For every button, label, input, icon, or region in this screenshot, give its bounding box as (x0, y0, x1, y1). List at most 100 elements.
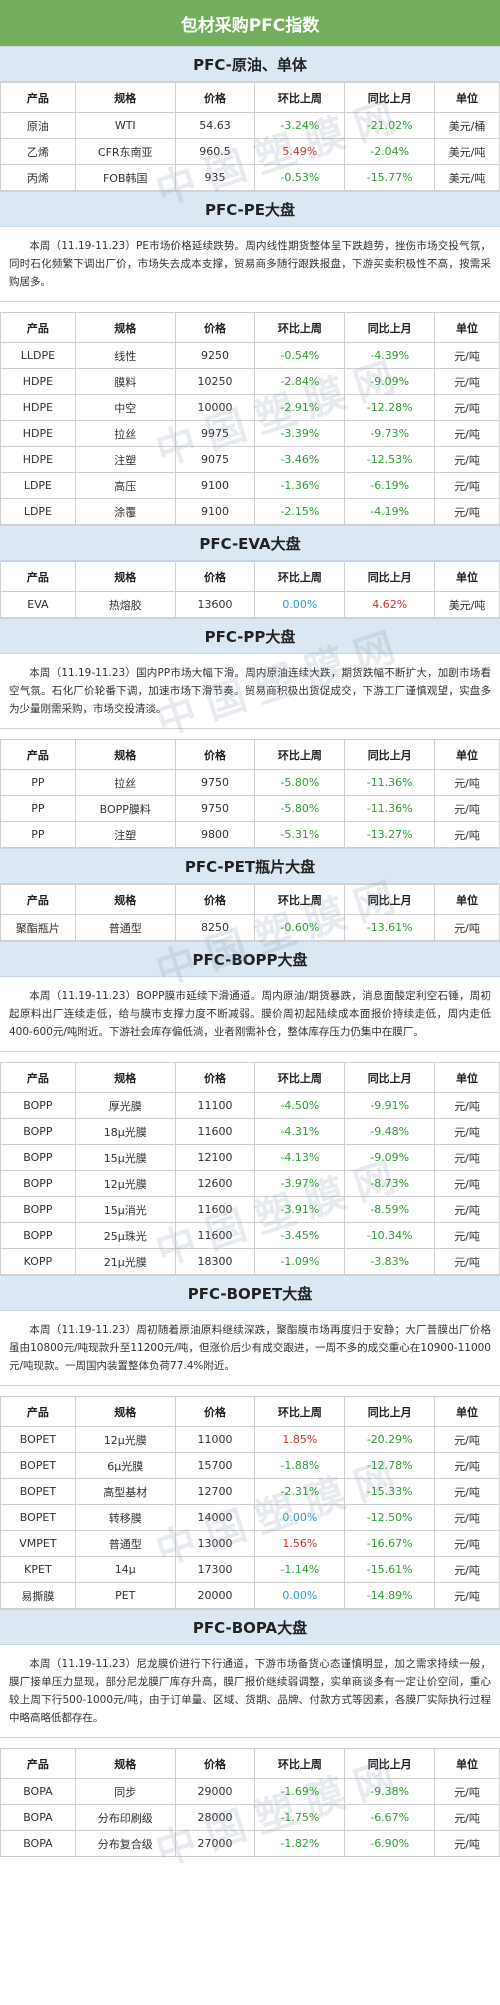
column-header: 单位 (434, 739, 500, 770)
column-header: 单位 (434, 1396, 500, 1427)
table-row: BOPP 25μ珠光 11600 -3.45% -10.34% 元/吨 (0, 1222, 500, 1249)
spacer (0, 1052, 500, 1062)
spec-cell: 高压 (74, 472, 176, 499)
product-cell: HDPE (0, 420, 76, 447)
table-row: PP 拉丝 9750 -5.80% -11.36% 元/吨 (0, 769, 500, 796)
spec-cell: BOPP膜料 (74, 795, 176, 822)
unit-cell: 元/吨 (434, 1504, 500, 1531)
month-change-cell: -8.59% (344, 1196, 436, 1223)
table-header-row: 产品 规格 价格 环比上周 同比上月 单位 (0, 561, 500, 592)
spacer (0, 1386, 500, 1396)
unit-cell: 元/吨 (434, 446, 500, 473)
section-2: PFC-EVA大盘 产品 规格 价格 环比上周 同比上月 单位 EVA 热熔胶 13600 0.00… (0, 525, 500, 618)
column-header: 规格 (74, 312, 176, 343)
section-7: PFC-BOPA大盘 本周（11.19-11.23）尼龙膜价进行下行通道，下游市场… (0, 1609, 500, 1857)
month-change-cell: -15.61% (344, 1556, 436, 1583)
product-cell: 丙烯 (0, 164, 76, 191)
week-change-cell: -1.88% (254, 1452, 346, 1479)
price-cell: 27000 (174, 1830, 256, 1857)
spacer (0, 302, 500, 312)
section-5: PFC-BOPP大盘 本周（11.19-11.23）BOPP膜市延续下滑通道。周内… (0, 941, 500, 1275)
product-cell: LDPE (0, 472, 76, 499)
unit-cell: 元/吨 (434, 821, 500, 848)
column-header: 规格 (74, 1396, 176, 1427)
unit-cell: 元/吨 (434, 795, 500, 822)
spec-cell: FOB韩国 (74, 164, 176, 191)
column-header: 环比上周 (254, 1748, 346, 1779)
spacer (0, 729, 500, 739)
column-header: 环比上周 (254, 884, 346, 915)
unit-cell: 元/吨 (434, 1530, 500, 1557)
product-cell: HDPE (0, 368, 76, 395)
unit-cell: 元/吨 (434, 1426, 500, 1453)
price-table: 产品 规格 价格 环比上周 同比上月 单位 聚酯瓶片 普通型 8250 -0.60% -13.61%… (0, 884, 500, 941)
product-cell: BOPET (0, 1452, 76, 1479)
price-cell: 13000 (174, 1530, 256, 1557)
week-change-cell: -2.84% (254, 368, 346, 395)
month-change-cell: -12.28% (344, 394, 436, 421)
product-cell: PP (0, 769, 76, 796)
spec-cell: CFR东南亚 (74, 138, 176, 165)
section-commentary: 本周（11.19-11.23）尼龙膜价进行下行通道，下游市场备货心态谨慎明显，加… (0, 1645, 500, 1738)
section-heading: PFC-PET瓶片大盘 (0, 848, 500, 884)
column-header: 环比上周 (254, 1396, 346, 1427)
month-change-cell: -2.04% (344, 138, 436, 165)
month-change-cell: -20.29% (344, 1426, 436, 1453)
table-row: 乙烯 CFR东南亚 960.5 5.49% -2.04% 美元/吨 (0, 138, 500, 165)
spec-cell: 分布复合级 (74, 1830, 176, 1857)
price-cell: 14000 (174, 1504, 256, 1531)
price-cell: 12600 (174, 1170, 256, 1197)
week-change-cell: -3.97% (254, 1170, 346, 1197)
column-header: 价格 (174, 1748, 256, 1779)
product-cell: LLDPE (0, 342, 76, 369)
column-header: 环比上周 (254, 1062, 346, 1093)
spec-cell: WTI (74, 112, 176, 139)
price-table: 产品 规格 价格 环比上周 同比上月 单位 BOPA 同步 29000 -1.69% -9.38% 元… (0, 1748, 500, 1857)
column-header: 环比上周 (254, 739, 346, 770)
commentary-text: 本周（11.19-11.23）尼龙膜价进行下行通道，下游市场备货心态谨慎明显，加… (9, 1658, 491, 1724)
column-header: 同比上月 (344, 1396, 436, 1427)
column-header: 规格 (74, 739, 176, 770)
week-change-cell: -5.31% (254, 821, 346, 848)
column-header: 价格 (174, 561, 256, 592)
price-cell: 9975 (174, 420, 256, 447)
spec-cell: 14μ (74, 1556, 176, 1583)
table-row: BOPP 15μ消光 11600 -3.91% -8.59% 元/吨 (0, 1196, 500, 1223)
column-header: 规格 (74, 1062, 176, 1093)
table-row: BOPP 15μ光膜 12100 -4.13% -9.09% 元/吨 (0, 1144, 500, 1171)
month-change-cell: -9.73% (344, 420, 436, 447)
product-cell: BOPA (0, 1830, 76, 1857)
unit-cell: 元/吨 (434, 472, 500, 499)
spec-cell: 15μ消光 (74, 1196, 176, 1223)
month-change-cell: -15.77% (344, 164, 436, 191)
section-commentary: 本周（11.19-11.23）PE市场价格延续跌势。周内线性期货整体呈下跌趋势，… (0, 227, 500, 302)
column-header: 产品 (0, 312, 76, 343)
price-table: 产品 规格 价格 环比上周 同比上月 单位 原油 WTI 54.63 -3.24% -21.02% 美… (0, 82, 500, 191)
spec-cell: 拉丝 (74, 420, 176, 447)
spec-cell: 同步 (74, 1778, 176, 1805)
table-row: BOPP 18μ光膜 11600 -4.31% -9.48% 元/吨 (0, 1118, 500, 1145)
month-change-cell: -12.78% (344, 1452, 436, 1479)
product-cell: HDPE (0, 446, 76, 473)
product-cell: BOPP (0, 1222, 76, 1249)
spec-cell: 21μ光膜 (74, 1248, 176, 1275)
week-change-cell: -3.91% (254, 1196, 346, 1223)
section-3: PFC-PP大盘 本周（11.19-11.23）国内PP市场大幅下滑。周内原油连续… (0, 618, 500, 848)
column-header: 同比上月 (344, 884, 436, 915)
product-cell: BOPET (0, 1426, 76, 1453)
commentary-text: 本周（11.19-11.23）BOPP膜市延续下滑通道。周内原油/期货暴跌，消息… (9, 990, 491, 1038)
price-table: 产品 规格 价格 环比上周 同比上月 单位 LLDPE 线性 9250 -0.54% -4.39% 元… (0, 312, 500, 525)
table-row: VMPET 普通型 13000 1.56% -16.67% 元/吨 (0, 1530, 500, 1557)
price-table: 产品 规格 价格 环比上周 同比上月 单位 BOPET 12μ光膜 11000 1.85% -20.… (0, 1396, 500, 1609)
price-cell: 935 (174, 164, 256, 191)
section-1: PFC-PE大盘 本周（11.19-11.23）PE市场价格延续跌势。周内线性期货… (0, 191, 500, 525)
week-change-cell: -2.91% (254, 394, 346, 421)
unit-cell: 元/吨 (434, 1452, 500, 1479)
spec-cell: 分布印刷级 (74, 1804, 176, 1831)
table-row: LLDPE 线性 9250 -0.54% -4.39% 元/吨 (0, 342, 500, 369)
month-change-cell: -9.91% (344, 1092, 436, 1119)
spec-cell: 线性 (74, 342, 176, 369)
product-cell: BOPP (0, 1144, 76, 1171)
week-change-cell: -4.13% (254, 1144, 346, 1171)
week-change-cell: -1.09% (254, 1248, 346, 1275)
